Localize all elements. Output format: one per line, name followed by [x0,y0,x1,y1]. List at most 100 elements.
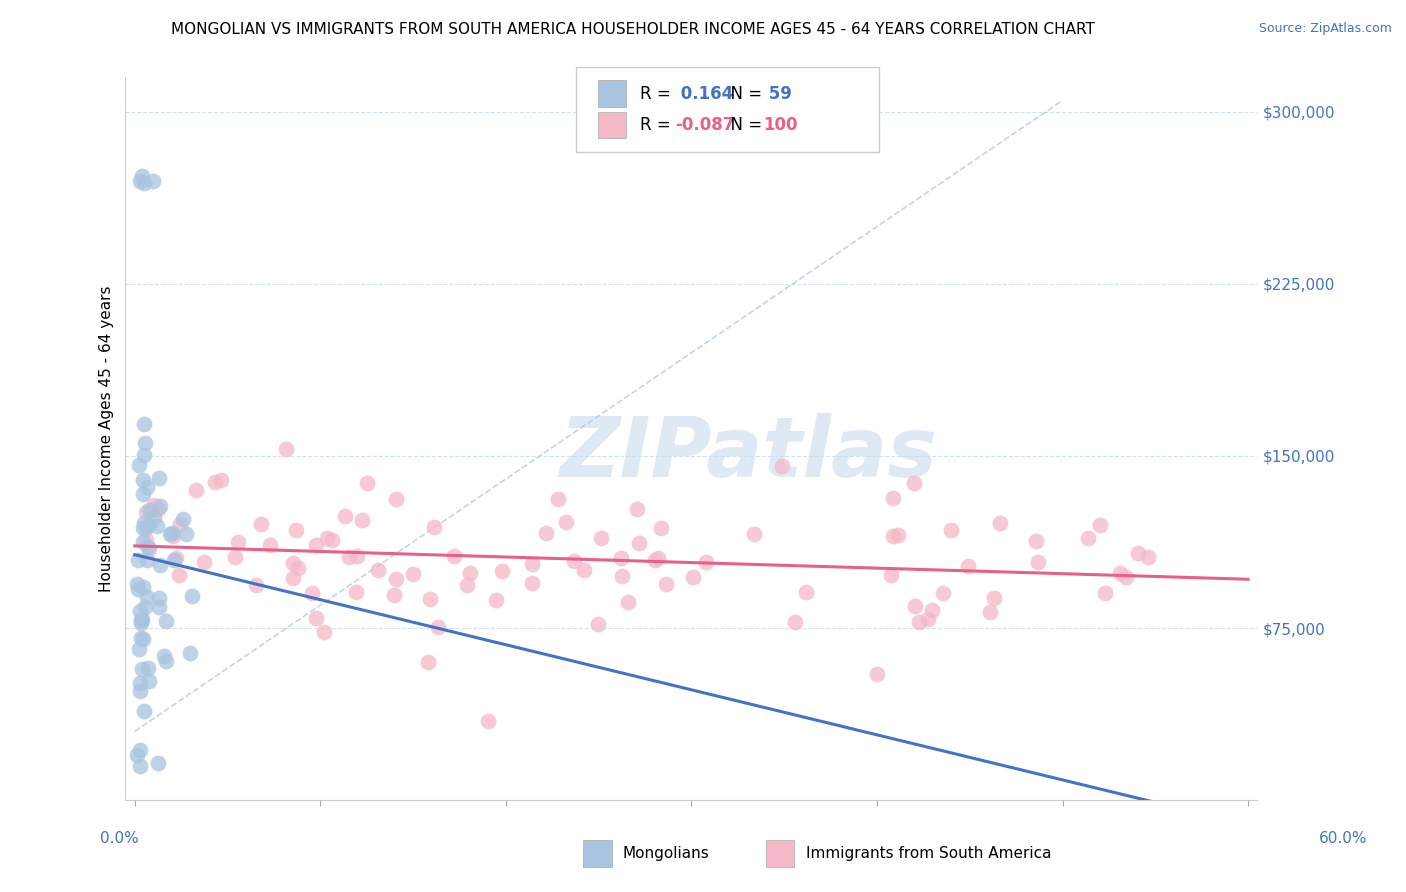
Point [128,758,150,772]
Point [128,458,150,472]
Point [129,742,152,756]
Point [127,553,149,567]
Point [908,615,931,629]
Point [136,590,159,604]
Point [138,674,160,689]
Point [628,535,651,549]
Point [131,631,153,645]
Point [460,566,482,581]
Point [155,654,177,668]
Point [419,592,441,607]
Point [979,605,1001,619]
Point [485,593,508,607]
Point [983,591,1005,606]
Point [131,612,153,626]
Point [1094,586,1116,600]
Point [129,676,152,690]
Point [988,516,1011,531]
Point [141,503,163,517]
Point [401,566,423,581]
Point [226,535,249,549]
Y-axis label: Householder Income Ages 45 - 64 years: Householder Income Ages 45 - 64 years [100,285,114,592]
Point [903,476,925,491]
Text: 0.164: 0.164 [675,85,733,103]
Point [138,541,160,556]
Point [224,550,246,565]
Point [135,533,157,548]
Point [132,417,155,431]
Text: ZIPatlas: ZIPatlas [560,413,936,493]
Point [138,517,160,532]
Point [416,655,439,669]
Point [284,523,307,537]
Text: -0.087: -0.087 [675,116,734,134]
Point [281,571,304,585]
Point [315,531,337,545]
Point [939,524,962,538]
Point [131,169,153,183]
Point [385,572,408,586]
Point [650,521,672,535]
Point [1088,517,1111,532]
Point [695,555,717,569]
Point [134,516,156,530]
Point [477,714,499,728]
Point [443,549,465,563]
Point [305,611,328,625]
Text: Source: ZipAtlas.com: Source: ZipAtlas.com [1258,22,1392,36]
Point [742,527,765,541]
Point [904,599,927,613]
Point [572,563,595,577]
Text: R =: R = [640,116,676,134]
Point [149,558,172,572]
Text: 0.0%: 0.0% [100,831,139,846]
Point [179,646,201,660]
Text: N =: N = [720,116,768,134]
Point [209,473,232,487]
Text: N =: N = [720,85,768,103]
Point [794,585,817,599]
Point [165,550,187,565]
Point [132,632,155,647]
Point [162,528,184,542]
Point [148,591,170,606]
Point [1126,546,1149,560]
Point [1109,566,1132,581]
Point [287,561,309,575]
Point [880,568,903,582]
Point [1077,531,1099,545]
Point [1025,533,1047,548]
Point [612,569,634,583]
Point [586,616,609,631]
Point [160,526,183,541]
Point [146,502,169,516]
Point [491,564,513,578]
Point [1136,549,1159,564]
Point [142,498,165,512]
Point [134,600,156,615]
Point [142,174,165,188]
Point [644,553,666,567]
Point [131,520,153,534]
Point [314,625,336,640]
Point [426,619,449,633]
Point [135,480,157,494]
Point [132,534,155,549]
Point [129,174,152,188]
Point [155,614,177,628]
Point [887,528,910,542]
Point [562,554,585,568]
Point [337,549,360,564]
Point [783,615,806,629]
Point [957,559,980,574]
Point [204,475,226,489]
Point [163,552,186,566]
Point [127,582,149,596]
Point [172,512,194,526]
Point [153,649,176,664]
Point [131,662,153,676]
Text: 59: 59 [763,85,793,103]
Point [1026,555,1049,569]
Point [132,581,155,595]
Point [136,552,159,566]
